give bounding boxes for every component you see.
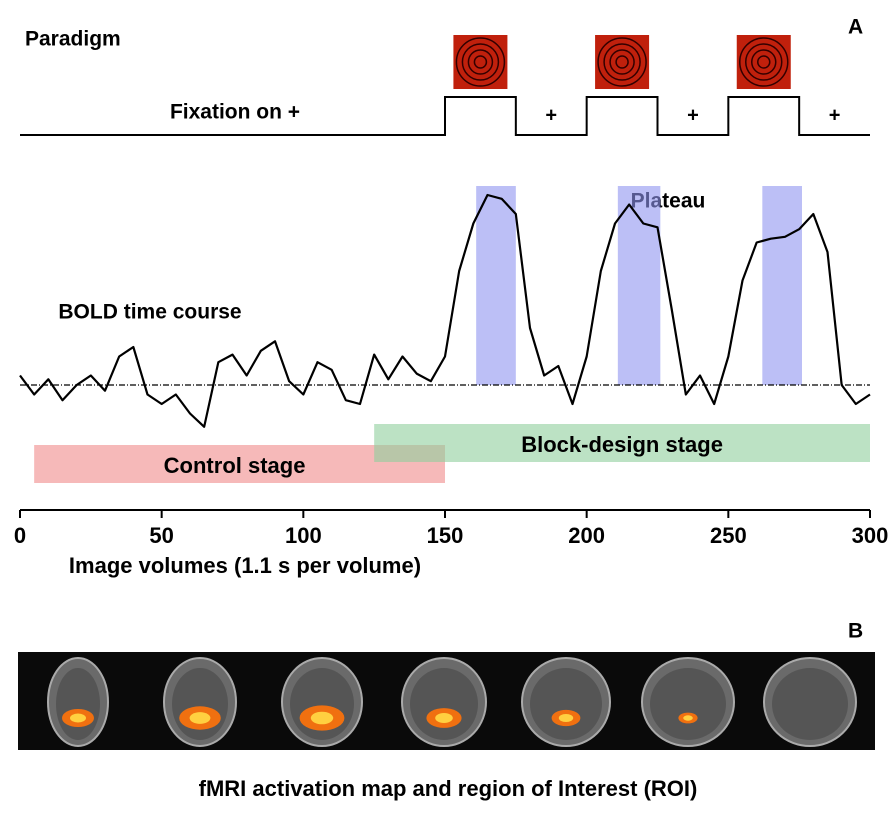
brain-inner bbox=[772, 668, 848, 740]
x-tick-label: 0 bbox=[14, 523, 26, 548]
x-tick-label: 300 bbox=[852, 523, 889, 548]
activation-core bbox=[190, 712, 211, 724]
x-tick-label: 200 bbox=[568, 523, 605, 548]
fixation-mark: + bbox=[829, 104, 841, 126]
x-tick-label: 250 bbox=[710, 523, 747, 548]
paradigm-wave bbox=[20, 97, 870, 135]
activation-core bbox=[311, 712, 333, 725]
stimulus bbox=[737, 35, 791, 89]
caption: fMRI activation map and region of Intere… bbox=[199, 776, 698, 801]
brain-inner bbox=[650, 668, 726, 740]
activation-core bbox=[683, 715, 693, 720]
plateau-region bbox=[618, 186, 661, 385]
panel-label: A bbox=[848, 16, 863, 39]
activation-core bbox=[435, 713, 453, 723]
x-axis-label: Image volumes (1.1 s per volume) bbox=[69, 553, 421, 578]
x-tick-label: 50 bbox=[149, 523, 173, 548]
plateau-region bbox=[476, 186, 516, 385]
stimulus bbox=[453, 35, 507, 89]
stimulus-square bbox=[453, 35, 507, 89]
stimulus-square bbox=[737, 35, 791, 89]
plateau-region bbox=[762, 186, 802, 385]
x-tick-label: 150 bbox=[427, 523, 464, 548]
brain-inner bbox=[410, 668, 478, 740]
brain-inner bbox=[530, 668, 602, 740]
stimulus-square bbox=[595, 35, 649, 89]
stage-label: Block-design stage bbox=[521, 432, 723, 457]
panel-label: B bbox=[848, 620, 863, 643]
fixation-mark: + bbox=[545, 104, 557, 126]
x-tick-label: 100 bbox=[285, 523, 322, 548]
activation-core bbox=[70, 714, 86, 723]
paradigm-label: Paradigm bbox=[25, 28, 121, 51]
fixation-label: Fixation on + bbox=[170, 101, 300, 124]
stage-label: Control stage bbox=[164, 453, 306, 478]
series-label: BOLD time course bbox=[58, 301, 241, 324]
figure: Paradigm A Fixation on + Plateau BOLD ti… bbox=[0, 0, 895, 810]
brain-inner bbox=[56, 668, 100, 740]
activation-core bbox=[559, 714, 573, 722]
stimulus bbox=[595, 35, 649, 89]
fixation-mark: + bbox=[687, 104, 699, 126]
